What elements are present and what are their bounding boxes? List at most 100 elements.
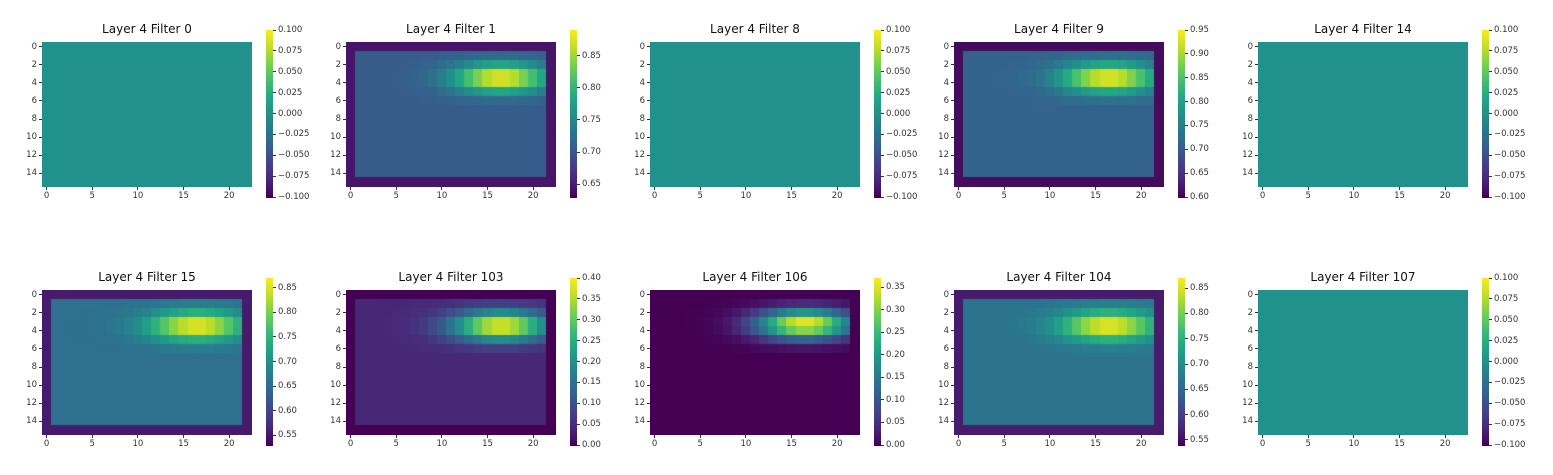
y-tick-mark [343,136,346,138]
y-tick-label: 0 [943,41,949,52]
colorbar-tick-mark [1489,92,1492,94]
y-tick-label: 10 [330,132,341,143]
y-tick-mark [39,172,42,174]
x-tick-mark [1262,435,1264,438]
colorbar-tick-label: 0.60 [1190,192,1209,202]
x-tick-mark [745,187,747,190]
y-tick-mark [39,294,42,296]
colorbar-tick-label: 0.20 [582,356,601,367]
colorbar-tick-label: −0.100 [1494,192,1526,202]
y-tick-label: 8 [639,362,645,373]
heatmap-panel: Layer 4 Filter 1 0 2 4 6 8 10 12 14 0 5 10 15 20 0.85 0… [304,20,604,220]
colorbar-tick-label: 0.050 [278,66,303,77]
x-tick-mark [699,435,701,438]
y-tick-mark [39,136,42,138]
y-tick-label: 0 [31,41,37,52]
colorbar-tick-label: −0.075 [278,171,310,182]
colorbar-tick-mark [273,50,276,52]
heatmap-title: Layer 4 Filter 15 [98,270,196,284]
colorbar-tick-mark [1185,312,1188,314]
heatmap-cells [346,42,556,187]
x-tick-mark [1399,187,1401,190]
y-tick-mark [647,136,650,138]
colorbar-tick-mark [1489,71,1492,73]
y-tick-label: 8 [31,114,37,125]
y-tick-mark [647,294,650,296]
colorbar-tick-mark [881,133,884,135]
colorbar-tick-label: 0.75 [1190,120,1209,131]
x-tick-mark [1399,435,1401,438]
colorbar-tick-label: 0.100 [1494,273,1519,283]
colorbar-tick-label: −0.100 [278,192,310,202]
colorbar-tick-mark [881,286,884,288]
colorbar-tick-label: 0.25 [582,335,601,346]
colorbar-tick-mark [1185,414,1188,416]
colorbar-tick-mark [881,421,884,423]
colorbar-tick-mark [881,331,884,333]
colorbar-tick-label: 0.90 [1190,48,1209,59]
y-tick-mark [39,118,42,120]
x-tick-mark [350,435,352,438]
colorbar-tick-mark [577,87,580,89]
colorbar-tick-mark [273,336,276,338]
y-tick-mark [951,64,954,66]
colorbar-tick-mark [881,399,884,401]
x-tick-label: 10 [436,191,448,201]
y-tick-label: 12 [330,150,341,161]
colorbar-tick-label: −0.100 [1494,440,1526,450]
colorbar-tick-label: 0.025 [886,87,911,98]
heatmap-cells [954,42,1164,187]
y-tick-label: 12 [938,150,949,161]
y-tick-label: 0 [639,41,645,52]
y-tick-label: 4 [639,77,645,88]
y-tick-mark [647,348,650,350]
colorbar-tick-mark [1185,388,1188,390]
y-tick-mark [343,46,346,48]
colorbar-tick-mark [273,92,276,94]
colorbar-tick-mark [1185,439,1188,441]
x-tick-mark [1140,435,1142,438]
heatmap-panel: Layer 4 Filter 14 0 2 4 6 8 10 12 14 0 5 10 15 20 0.10… [1216,20,1525,220]
x-tick-mark [1307,435,1309,438]
y-tick-label: 6 [335,343,341,354]
x-tick-label: 20 [223,439,235,449]
colorbar-tick-mark [273,287,276,289]
y-tick-mark [647,366,650,368]
colorbar-tick-mark [273,434,276,436]
x-tick-label: 0 [1259,191,1266,201]
colorbar-tick-label: 0.65 [1190,384,1209,395]
heatmap-panel: Layer 4 Filter 104 0 2 4 6 8 10 12 14 0 5 10 15 20 0.8… [912,268,1212,468]
colorbar-tick-mark [1489,50,1492,52]
colorbar [1178,30,1185,198]
colorbar-tick-mark [1185,196,1188,198]
colorbar-tick-label: −0.050 [278,150,310,161]
colorbar-tick-label: 0.00 [886,440,905,450]
colorbar-tick-label: 0.85 [1190,72,1209,83]
y-tick-label: 6 [943,95,949,106]
colorbar-tick-label: 0.85 [582,50,601,61]
colorbar-tick-label: 0.75 [1190,333,1209,344]
heatmap-panel: Layer 4 Filter 8 0 2 4 6 8 10 12 14 0 5 10 15 20 0.100… [608,20,917,220]
x-tick-mark [532,187,534,190]
heatmap-title: Layer 4 Filter 0 [102,22,192,36]
x-tick-mark [1444,187,1446,190]
x-tick-mark [228,435,230,438]
y-tick-mark [343,402,346,404]
colorbar-tick-label: 0.65 [1190,168,1209,179]
x-tick-mark [1095,435,1097,438]
x-tick-label: 5 [393,191,399,201]
y-tick-label: 14 [938,416,949,427]
x-tick-label: 10 [132,191,144,201]
colorbar-tick-label: 0.15 [582,377,601,388]
y-tick-label: 0 [335,41,341,52]
y-tick-label: 4 [31,325,37,336]
heatmap-title: Layer 4 Filter 106 [702,270,808,284]
x-tick-mark [1049,187,1051,190]
colorbar-tick-label: 0.35 [582,293,601,304]
colorbar-tick-mark [1185,148,1188,150]
x-tick-mark [350,187,352,190]
x-tick-mark [1444,435,1446,438]
colorbar-tick-label: 0.05 [886,417,905,428]
colorbar-tick-mark [1185,287,1188,289]
y-tick-label: 0 [639,289,645,300]
